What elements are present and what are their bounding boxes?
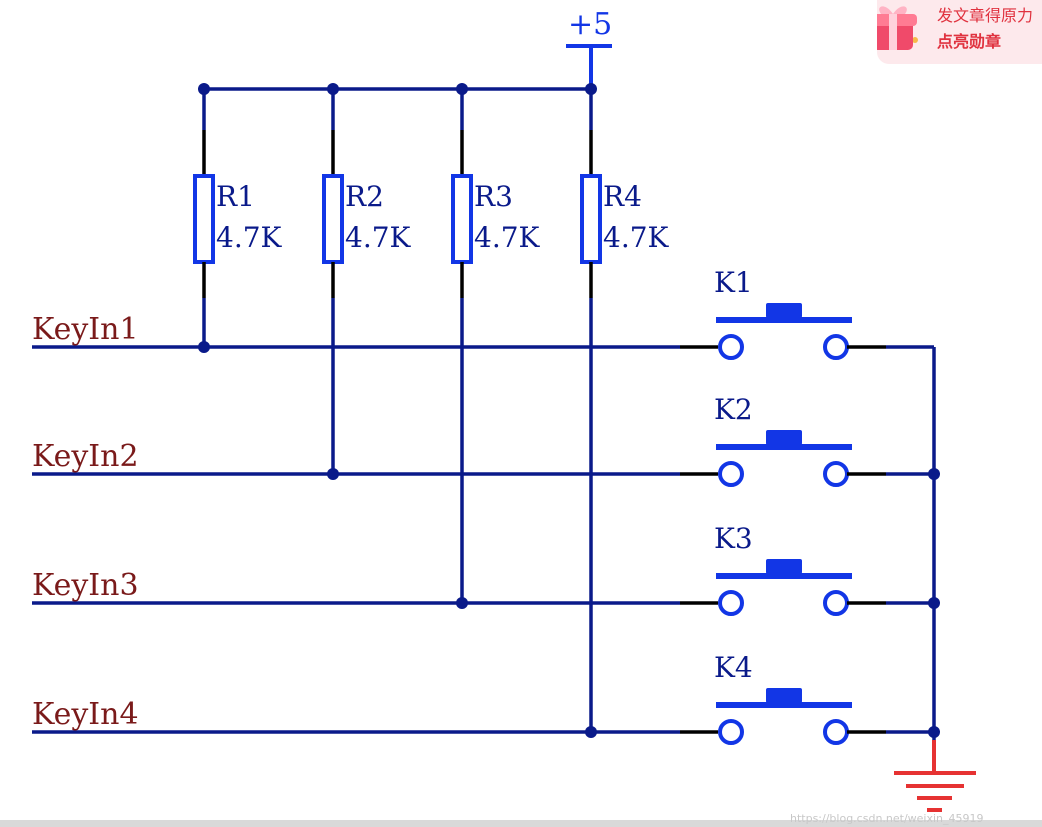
key-label: K1 [714,266,753,299]
supply-label: +5 [568,7,612,42]
promo-text-line1: 发文章得原力 [937,6,1034,25]
key-label: K3 [714,522,753,555]
switch-contact-right [823,461,849,487]
resistor-r1: R1 4.7K [193,83,283,353]
switch-button-cap [766,559,802,574]
resistor-r3: R3 4.7K [451,83,541,609]
supply-symbol: +5 [566,7,612,88]
bottom-scroll-bar[interactable] [0,820,1042,827]
input-label: KeyIn2 [32,439,139,474]
input-line-3: KeyIn3 [32,568,718,605]
switch-button-cap [766,688,802,703]
resistor-body [322,174,344,264]
promo-badge[interactable]: 发文章得原力 点亮勋章 [877,0,1042,64]
resistor-value-label: 4.7K [603,221,670,254]
resistor-r2: R2 4.7K [322,83,412,480]
resistor-value-label: 4.7K [345,221,412,254]
switch-contact-right [823,590,849,616]
switch-contact-right [823,334,849,360]
key-k1: K1 [714,266,934,360]
input-line-4: KeyIn4 [32,697,718,734]
switch-contact-left [718,334,744,360]
input-group: KeyIn1 KeyIn2 KeyIn3 KeyIn4 [32,312,718,734]
promo-text-line2: 点亮勋章 [937,32,1002,51]
resistor-value-label: 4.7K [474,221,541,254]
resistor-body [580,174,602,264]
resistor-ref-label: R4 [603,180,642,213]
resistor-r4: R4 4.7K [580,83,670,738]
key-label: K4 [714,651,753,684]
watermark-text: https://blog.csdn.net/weixin_45919 [790,812,984,825]
key-label: K2 [714,393,753,426]
resistor-ref-label: R1 [216,180,255,213]
resistor-value-label: 4.7K [216,221,283,254]
resistor-body [193,174,215,264]
key-k4: K4 [714,651,940,745]
key-group: K1 K2 K3 K4 [714,266,940,745]
resistor-ref-label: R2 [345,180,384,213]
key-k2: K2 [714,393,940,487]
switch-contact-left [718,719,744,745]
input-line-1: KeyIn1 [32,312,718,349]
resistor-body [451,174,473,264]
input-label: KeyIn1 [32,312,139,347]
key-k3: K3 [714,522,940,616]
switch-button-cap [766,303,802,318]
input-line-2: KeyIn2 [32,439,718,476]
input-label: KeyIn4 [32,697,139,732]
switch-contact-left [718,590,744,616]
resistor-ref-label: R3 [474,180,513,213]
switch-button-cap [766,430,802,445]
gift-icon [877,6,918,50]
switch-contact-right [823,719,849,745]
switch-contact-left [718,461,744,487]
input-label: KeyIn3 [32,568,139,603]
ground-symbol [894,740,976,812]
resistor-group: R1 4.7K R2 4.7K R3 4.7K R4 4.7K [193,83,670,738]
